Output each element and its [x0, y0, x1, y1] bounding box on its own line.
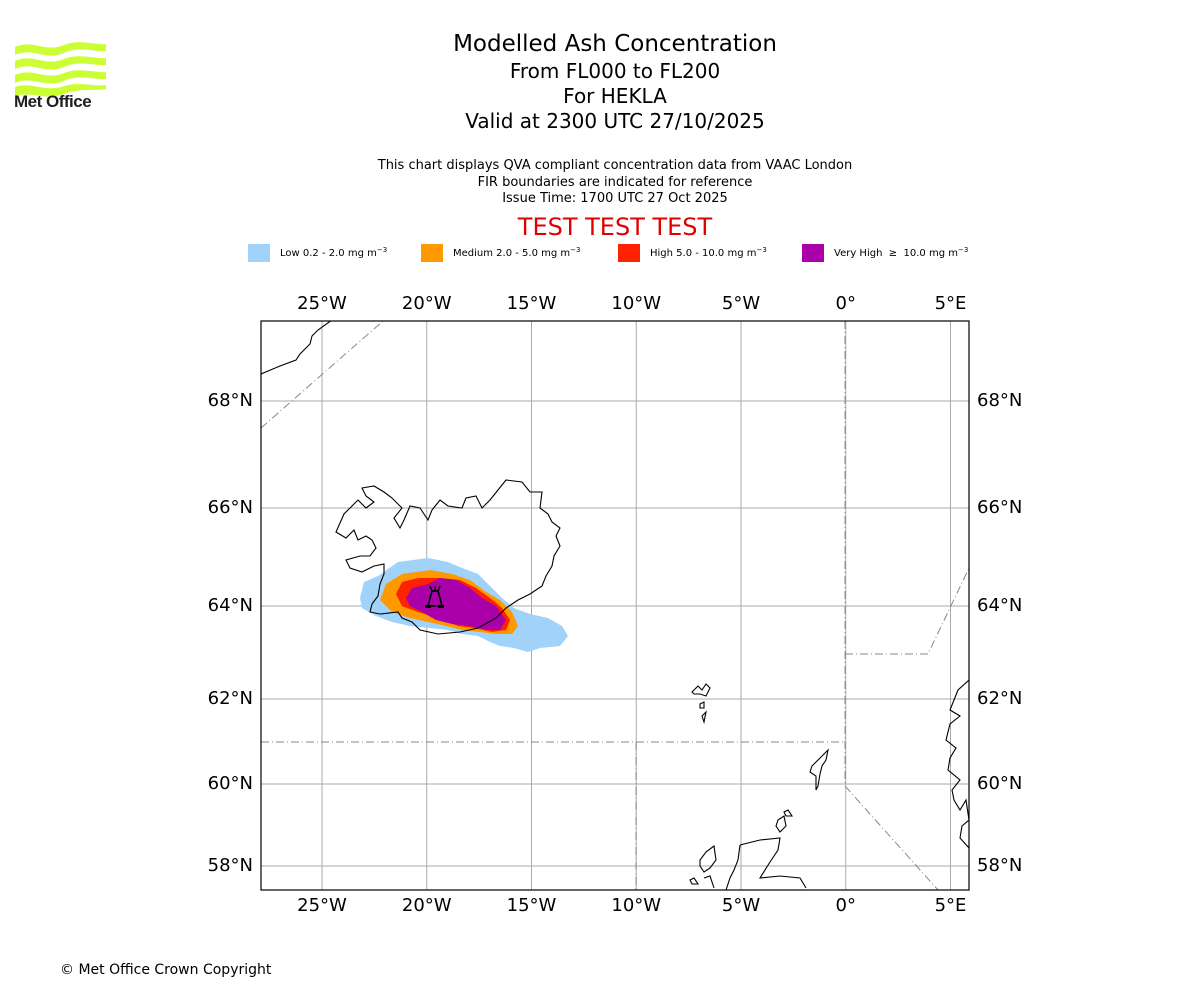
chart-subtitle: This chart displays QVA compliant concen…: [315, 158, 915, 208]
lon-tick-label-top: 5°W: [721, 293, 761, 314]
lon-tick-label-top: 0°: [835, 293, 856, 314]
fir-boundary-greenland: [261, 321, 384, 429]
issue-time: Issue Time: 1700 UTC 27 Oct 2025: [502, 191, 728, 206]
subtitle-line-1: This chart displays QVA compliant concen…: [377, 158, 853, 173]
lat-tick-label-left: 68°N: [207, 390, 253, 411]
ash-area-very-high: [406, 578, 506, 630]
lat-tick-label-right: 68°N: [977, 390, 1023, 411]
flight-levels: From FL000 to FL200: [509, 59, 721, 83]
lat-tick-label-left: 58°N: [207, 855, 253, 876]
legend-exp-very-high: −3: [957, 246, 969, 254]
legend-swatch-high: [618, 244, 640, 262]
lon-tick-label-bottom: 20°W: [401, 895, 452, 916]
lat-tick-label-right: 62°N: [977, 688, 1023, 709]
lat-tick-label-left: 66°N: [207, 497, 253, 518]
volcano-icon: [425, 585, 444, 608]
lat-tick-label-right: 58°N: [977, 855, 1023, 876]
lat-tick-label-left: 60°N: [207, 773, 253, 794]
legend-label-very-high: Very High ≥ 10.0 mg m: [834, 248, 958, 259]
lat-tick-label-right: 60°N: [977, 773, 1023, 794]
lon-tick-label-bottom: 5°E: [934, 895, 967, 916]
fir-boundary-norway-south: [844, 785, 939, 890]
lon-tick-label-bottom: 5°W: [721, 895, 761, 916]
coastline-faroe-islands: [691, 683, 711, 725]
copyright: © Met Office Crown Copyright: [60, 962, 272, 978]
fir-boundaries: [261, 321, 969, 890]
coastline-greenland: [261, 321, 332, 375]
legend-exp-medium: −3: [570, 246, 581, 254]
lon-tick-label-top: 5°E: [934, 293, 967, 314]
coastline-orkney: [775, 809, 794, 833]
met-office-logo-icon: [15, 42, 106, 97]
lon-tick-label-top: 10°W: [611, 293, 662, 314]
coastline-shetland: [809, 748, 829, 791]
legend-swatch-medium: [421, 244, 443, 262]
lon-tick-label-top: 15°W: [506, 293, 557, 314]
ash-concentration: [360, 558, 568, 652]
lon-tick-label-top: 25°W: [297, 293, 347, 314]
legend-label-medium: Medium 2.0 - 5.0 mg m: [453, 248, 571, 259]
lat-tick-label-left: 62°N: [207, 688, 253, 709]
test-banner: TEST TEST TEST: [517, 213, 713, 241]
subtitle-line-2: FIR boundaries are indicated for referen…: [477, 174, 753, 190]
chart-title: Modelled Ash Concentration: [453, 31, 777, 57]
lon-tick-label-bottom: 25°W: [297, 895, 347, 916]
lat-tick-label-left: 64°N: [207, 595, 253, 616]
lat-tick-label-right: 66°N: [977, 497, 1023, 518]
chart-header: Modelled Ash Concentration From FL000 to…: [315, 30, 915, 134]
lon-tick-label-top: 20°W: [401, 293, 452, 314]
legend-swatch-very-high: [802, 244, 824, 262]
lon-tick-label-bottom: 0°: [835, 895, 856, 916]
lat-tick-label-right: 64°N: [977, 595, 1023, 616]
legend-swatch-low: [248, 244, 270, 262]
coastline-scotland: [689, 837, 807, 890]
coastline-norway: [945, 679, 969, 849]
met-office-logo-text: Met Office: [14, 92, 92, 111]
valid-time: Valid at 2300 UTC 27/10/2025: [465, 109, 765, 133]
graticule: [261, 321, 969, 890]
lon-tick-label-bottom: 10°W: [611, 895, 662, 916]
volcano-name: For HEKLA: [563, 84, 667, 108]
legend-exp-high: −3: [756, 246, 767, 254]
legend-exp-low: −3: [376, 246, 388, 254]
legend-label-high: High 5.0 - 10.0 mg m: [650, 248, 757, 259]
lon-tick-label-bottom: 15°W: [506, 895, 557, 916]
fir-boundary-norway-north: [845, 567, 969, 655]
coastlines: [261, 321, 969, 890]
legend-label-low: Low 0.2 - 2.0 mg m: [280, 248, 377, 259]
coastline-iceland: [335, 479, 561, 635]
map-frame: [260, 320, 970, 891]
